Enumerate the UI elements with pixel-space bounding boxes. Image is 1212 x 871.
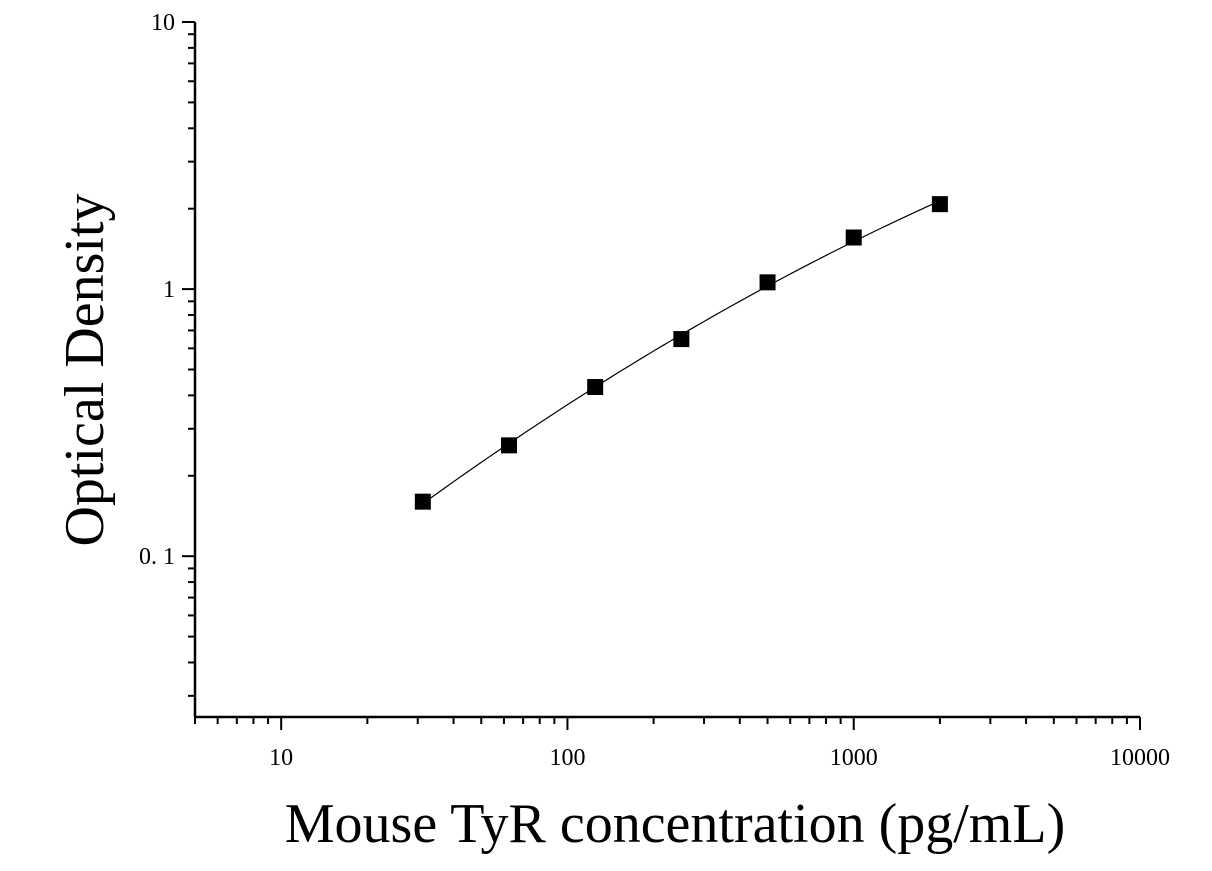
data-point-marker [759, 274, 776, 291]
fit-curve [422, 200, 941, 505]
data-point-marker [673, 331, 690, 348]
x-tick-label: 1000 [830, 745, 878, 771]
data-point-marker [587, 378, 604, 395]
data-point-marker [931, 196, 948, 213]
y-tick-label: 1 [163, 277, 175, 303]
axes-layer [182, 21, 1141, 730]
x-axis-title: Mouse TyR concentration (pg/mL) [285, 793, 1065, 855]
x-tick-label: 10 [269, 745, 293, 771]
data-points-layer [414, 196, 948, 510]
data-point-marker [414, 493, 431, 510]
y-tick-label: 0. 1 [139, 544, 175, 570]
data-point-marker [845, 229, 862, 246]
x-tick-label: 100 [549, 745, 585, 771]
data-point-marker [501, 437, 518, 454]
fit-curve-layer [422, 200, 941, 505]
x-tick-label: 10000 [1110, 745, 1170, 771]
y-axis-title: Optical Density [54, 193, 116, 546]
tick-labels-layer: 10 100 1000 10000 0. 1 1 10 [139, 10, 1170, 771]
y-tick-label: 10 [151, 10, 175, 36]
